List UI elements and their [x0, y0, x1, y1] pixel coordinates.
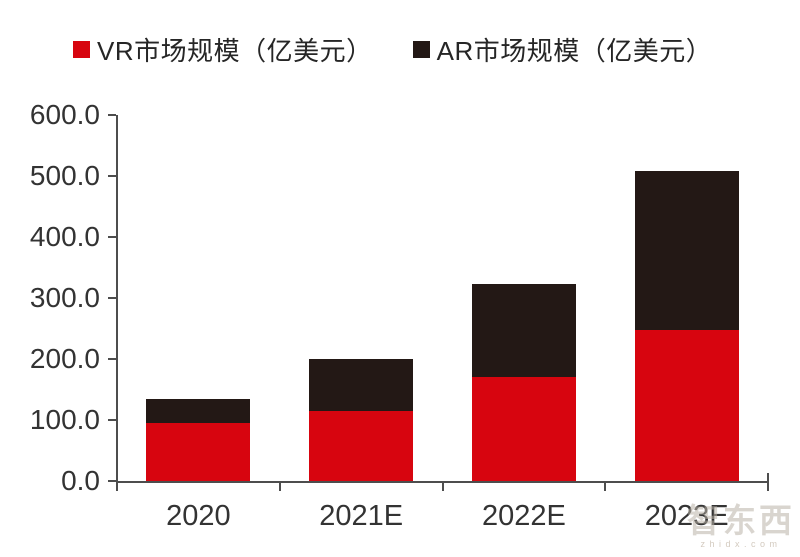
x-axis-end-tick: [767, 473, 769, 481]
y-axis-tick: [108, 175, 116, 177]
y-axis-tick-label: 500.0: [29, 160, 100, 191]
legend-item-vr: VR市场规模（亿美元）: [73, 31, 373, 68]
x-axis-tick: [604, 483, 607, 491]
y-axis-tick: [108, 236, 116, 238]
x-axis-tick: [116, 483, 118, 491]
y-axis-tick: [108, 114, 116, 116]
legend-swatch-icon: [412, 41, 430, 58]
vr-bar-segment: [309, 410, 414, 481]
x-axis-category-label: 2022E: [481, 500, 566, 532]
ar-bar-segment: [634, 171, 739, 330]
ar-bar-segment: [471, 283, 576, 378]
legend-swatch-icon: [73, 41, 90, 58]
x-axis-tick: [441, 483, 444, 491]
chart-legend: VR市场规模（亿美元） AR市场规模（亿美元）: [73, 31, 712, 68]
x-axis-category-label: 2020: [166, 500, 231, 532]
x-axis-category-label: 2021E: [319, 500, 404, 532]
y-axis-tick-label: 300.0: [29, 282, 100, 313]
vr-bar-segment: [146, 423, 251, 481]
x-axis-tick: [767, 483, 769, 491]
y-axis-tick-label: 400.0: [29, 221, 100, 252]
ar-bar-segment: [309, 359, 414, 411]
y-axis-tick: [108, 358, 116, 360]
y-axis-tick-label: 0.0: [61, 465, 100, 496]
y-axis-line: [116, 115, 118, 483]
y-axis-tick: [108, 297, 116, 299]
legend-label: VR市场规模（亿美元）: [97, 36, 373, 66]
vr-bar-segment: [634, 329, 739, 481]
ar-bar-segment: [146, 398, 251, 424]
x-axis-category-label: 2023E: [644, 500, 729, 532]
legend-label: AR市场规模（亿美元）: [436, 36, 713, 66]
vr-bar-segment: [471, 377, 576, 481]
legend-item-ar: AR市场规模（亿美元）: [412, 31, 713, 68]
x-axis-tick: [278, 483, 281, 491]
y-axis-tick: [108, 480, 116, 482]
y-axis-tick: [108, 419, 116, 421]
y-axis-tick-label: 200.0: [29, 343, 100, 374]
y-axis-tick-label: 600.0: [29, 99, 100, 130]
y-axis-tick-label: 100.0: [29, 404, 100, 435]
x-axis-line: [116, 481, 769, 483]
